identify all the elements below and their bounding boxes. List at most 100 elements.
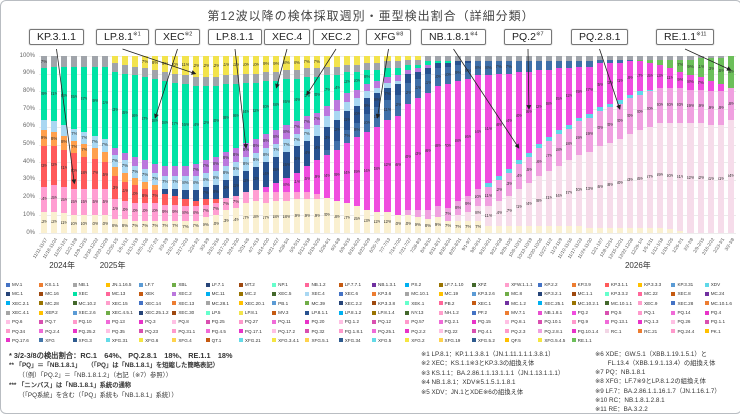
segment-label: 61% [708,175,714,181]
segment-label: 18% [81,169,87,175]
bar-segment [303,192,310,200]
segment-label: 20% [647,105,653,111]
segment-label: 19% [294,212,300,218]
bar-segment [131,178,138,186]
annotation-label: XFG [374,31,396,43]
legend-color-swatch [6,301,10,306]
bar-segment [636,227,644,233]
segment-label: 8% [263,137,270,143]
legend-label: PQ.14 [677,310,691,316]
bar-segment: 13% [505,172,512,196]
bar-segment: 7% [222,197,229,210]
legend-color-swatch [471,329,476,334]
segment-label: 10% [475,194,481,200]
segment-label: 37% [81,96,87,102]
bar-segment [394,56,401,62]
stacked-bar: 11% 46% 8% 8% 7% [182,56,189,233]
bar-segment: 46% [525,71,532,154]
legend-item: XEC.25.1.2 [139,308,172,317]
legend-color-swatch [505,282,510,287]
bar-segment [131,56,138,67]
segment-label: 47% [142,115,148,121]
segment-label: 53% [627,177,633,183]
bar-segment [586,56,593,62]
bar-segment: 8% [243,156,250,172]
bar-segment: 8% [364,70,371,85]
segment-label: 8% [202,176,209,182]
stacked-bar: 12% 60% 10% [404,56,411,233]
bar-segment: 8% [253,139,260,154]
legend-label: PQ.20 [311,319,325,325]
legend-label: MC.22 [644,291,658,297]
bar-segment [667,59,674,69]
legend-item: PQ.2.2 [405,326,438,335]
legend-label: PQ.25 [211,319,225,325]
segment-label: 8% [192,210,199,216]
legend-item: PQ.1.2 [338,317,372,326]
legend-color-swatch [338,338,343,343]
bar-segment: 15% [91,188,98,216]
annotation-label: PQ.2 [512,31,536,43]
bar-segment: 61% [717,125,724,233]
legend-item: PQ.2.3 [505,326,538,335]
legend-label: PQ.8.1 [511,319,526,325]
annotation-sup: ※1 [133,31,141,38]
segment-label: 14% [263,171,269,177]
bar-segment [394,75,401,81]
bar-segment: 48% [374,126,381,212]
annotation-sup: ※4 [469,31,478,38]
legend-item: XFG.5.1 [305,336,338,345]
segment-label: 11% [485,212,491,218]
legend-color-swatch [538,282,543,287]
legend-color-swatch [238,319,243,324]
bar-segment: 7% [475,220,482,233]
legend-color-swatch [139,282,144,287]
segment-label: 17% [344,214,350,220]
bar-segment [142,181,149,189]
stacked-bar: 46% 15% 24% [525,56,532,233]
bar-segment: 15% [293,146,300,173]
bar-segment [172,195,179,205]
segment-label: 19% [314,173,320,179]
legend-item: PQ.32 [305,326,338,335]
bar-segment [626,59,633,62]
legend-item: XEC.2.6 [72,308,106,317]
bar-segment: 26% [283,79,290,126]
bar-segment [91,56,98,67]
bar-segment: 9% [434,217,442,233]
legend-label: NP.1 [278,282,288,288]
bar-segment [515,225,522,233]
bar-segment: 7% [697,77,704,90]
bar-segment: 66% [424,93,431,210]
legend-item: LF.7.1 [205,280,239,289]
bar-segment: 12% [192,56,199,78]
stacked-bar: 42% 16% 28% [535,56,543,233]
bar-segment [546,137,553,141]
bar-segment: 10% [354,105,361,124]
segment-label: 27% [586,87,592,93]
bar-segment: 10% [354,71,361,90]
legend-color-swatch [505,310,510,315]
legend-item [605,336,638,345]
legend-color-swatch [338,282,343,287]
annotation-box: XEC.4 [264,29,311,45]
segment-label: 10% [122,206,128,212]
legend-color-swatch [39,338,44,343]
bar-segment [394,68,401,76]
annotation-label: KP.3.1.1 [37,31,76,43]
segment-label: 7% [384,90,391,96]
bar-segment: 44% [192,86,199,164]
legend-color-swatch [205,282,210,287]
segment-label: 10% [435,73,441,79]
segment-label: 10% [223,185,229,191]
bar-segment: 60% [667,123,674,230]
legend-label: NB.1.2 [311,282,326,288]
bar-segment [364,63,371,71]
bar-segment: 7% [283,139,290,152]
bar-segment [616,227,623,233]
segment-label: 7% [172,179,179,185]
segment-label: 7% [293,136,300,142]
legend-color-swatch [305,301,310,306]
bar-segment: 10% [101,215,108,233]
